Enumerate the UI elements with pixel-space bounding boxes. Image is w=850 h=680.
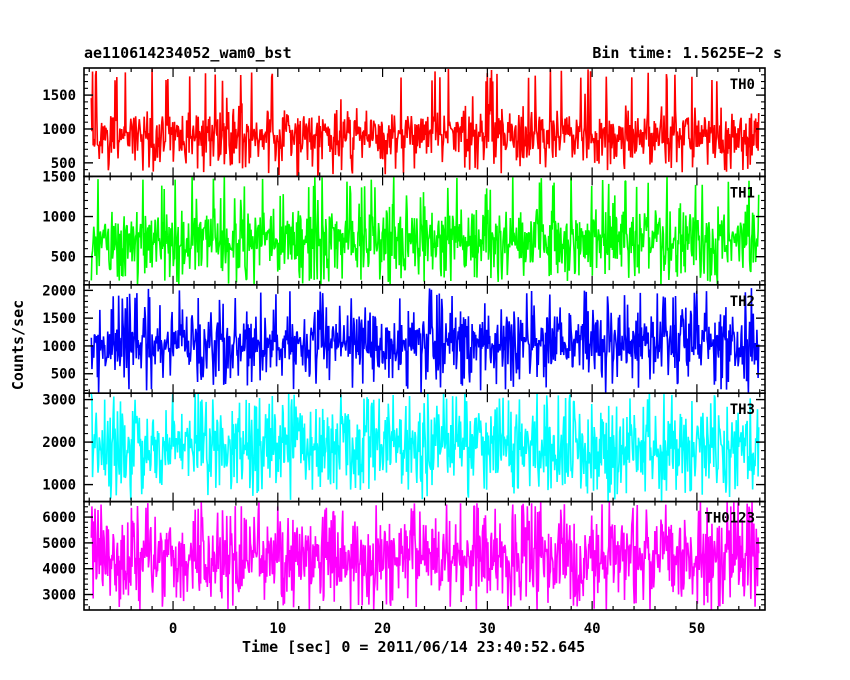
x-tick-label: 50	[688, 621, 705, 637]
x-tick-label: 10	[269, 621, 286, 637]
x-tick-label: 0	[169, 621, 177, 637]
y-tick-label: 1000	[42, 339, 76, 355]
y-tick-label: 4000	[42, 562, 76, 578]
series-th0-trace	[90, 69, 760, 176]
x-tick-label: 20	[374, 621, 391, 637]
y-tick-label: 1000	[42, 210, 76, 226]
y-tick-label: 1000	[42, 122, 76, 138]
panel-label-th2: TH2	[730, 294, 755, 310]
y-tick-label: 6000	[42, 510, 76, 526]
y-tick-label: 3000	[42, 588, 76, 604]
panel-label-th0123: TH0123	[704, 511, 755, 527]
panel-label-th1: TH1	[730, 185, 755, 201]
y-tick-label: 1000	[42, 478, 76, 494]
y-tick-label: 1500	[42, 169, 76, 185]
series-th0123-trace	[90, 502, 760, 610]
y-tick-label: 3000	[42, 393, 76, 409]
chart-title: ae110614234052_wam0_bst	[84, 44, 292, 62]
bin-time-label: Bin time: 1.5625E−2 s	[592, 44, 782, 62]
y-tick-label: 2000	[42, 435, 76, 451]
y-tick-label: 500	[51, 250, 76, 266]
y-tick-label: 2000	[42, 283, 76, 299]
panel-label-th3: TH3	[730, 402, 755, 418]
y-axis-label: Counts/sec	[9, 299, 27, 391]
y-tick-label: 500	[51, 156, 76, 172]
series-th1-trace	[90, 176, 760, 285]
series-th2-trace	[90, 288, 760, 393]
series-th3-trace	[90, 393, 760, 502]
x-axis-label: Time [sec] 0 = 2011/06/14 23:40:52.645	[242, 638, 586, 656]
y-tick-label: 1500	[42, 311, 76, 327]
y-tick-label: 5000	[42, 536, 76, 552]
x-tick-label: 40	[584, 621, 601, 637]
y-tick-label: 1500	[42, 88, 76, 104]
panel-label-th0: TH0	[730, 77, 755, 93]
x-tick-label: 30	[479, 621, 496, 637]
y-tick-label: 500	[51, 367, 76, 383]
